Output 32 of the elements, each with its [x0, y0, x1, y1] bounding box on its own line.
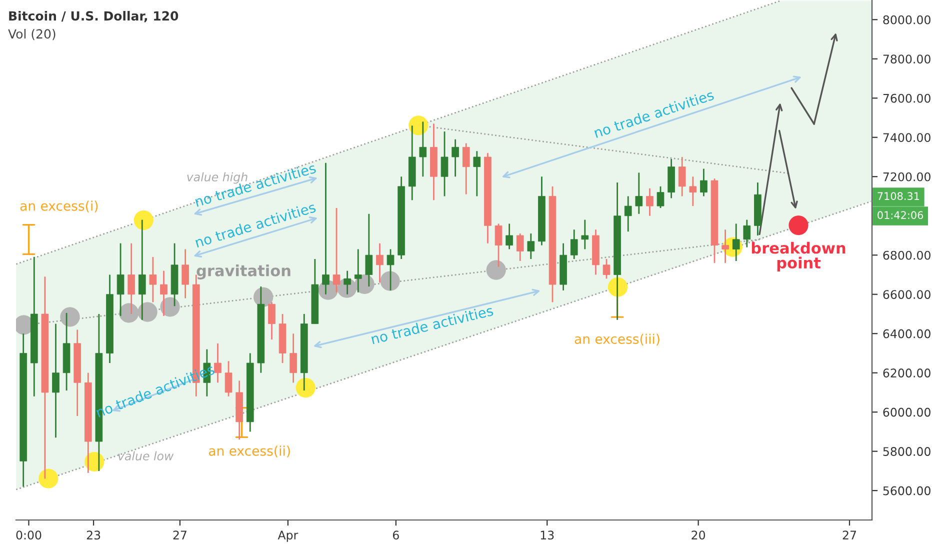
x-tick-label: 20 [692, 530, 706, 540]
annotation: gravitation [196, 264, 290, 280]
series-label: breakdown point [752, 242, 846, 272]
y-tick-label: 5600.00 [883, 486, 930, 496]
y-tick-label: 6000.00 [883, 408, 930, 417]
x-tick-label: 27 [842, 530, 856, 540]
x-tick-label: 0:00 [16, 530, 42, 540]
y-tick-label: 7800.00 [883, 54, 930, 64]
y-tick-label: 7400.00 [883, 133, 930, 142]
y-tick-label: 6600.00 [883, 290, 930, 299]
text: Bitcoin / U.S. Dollar, 120 [9, 10, 178, 22]
x-tick-label: 13 [540, 530, 554, 540]
y-tick-label: 7200.00 [883, 172, 930, 182]
x-tick-label: Apr [278, 530, 298, 542]
y-tick-label: 6400.00 [883, 329, 930, 338]
y-tick-label: 6800.00 [883, 250, 930, 260]
annotation: an excess(iii) [574, 334, 660, 346]
text: 01:42:06 [878, 211, 924, 220]
annotation: value low [118, 451, 174, 460]
y-tick-label: 8000.00 [883, 15, 930, 24]
text: 7108.31 [878, 192, 920, 200]
x-tick-label: 6 [392, 530, 399, 540]
y-tick-label: 5800.00 [883, 447, 930, 456]
y-tick-label: 7600.00 [883, 94, 930, 103]
annotation: value high [187, 172, 248, 184]
annotation: no trade activities [370, 304, 494, 344]
x-tick-label: 23 [86, 530, 100, 540]
text: Vol (20) [8, 28, 56, 40]
annotation: an excess(ii) [208, 446, 290, 458]
y-tick-label: 6200.00 [883, 368, 930, 378]
annotation: an excess(i) [20, 200, 98, 212]
x-tick-label: 27 [173, 530, 186, 540]
